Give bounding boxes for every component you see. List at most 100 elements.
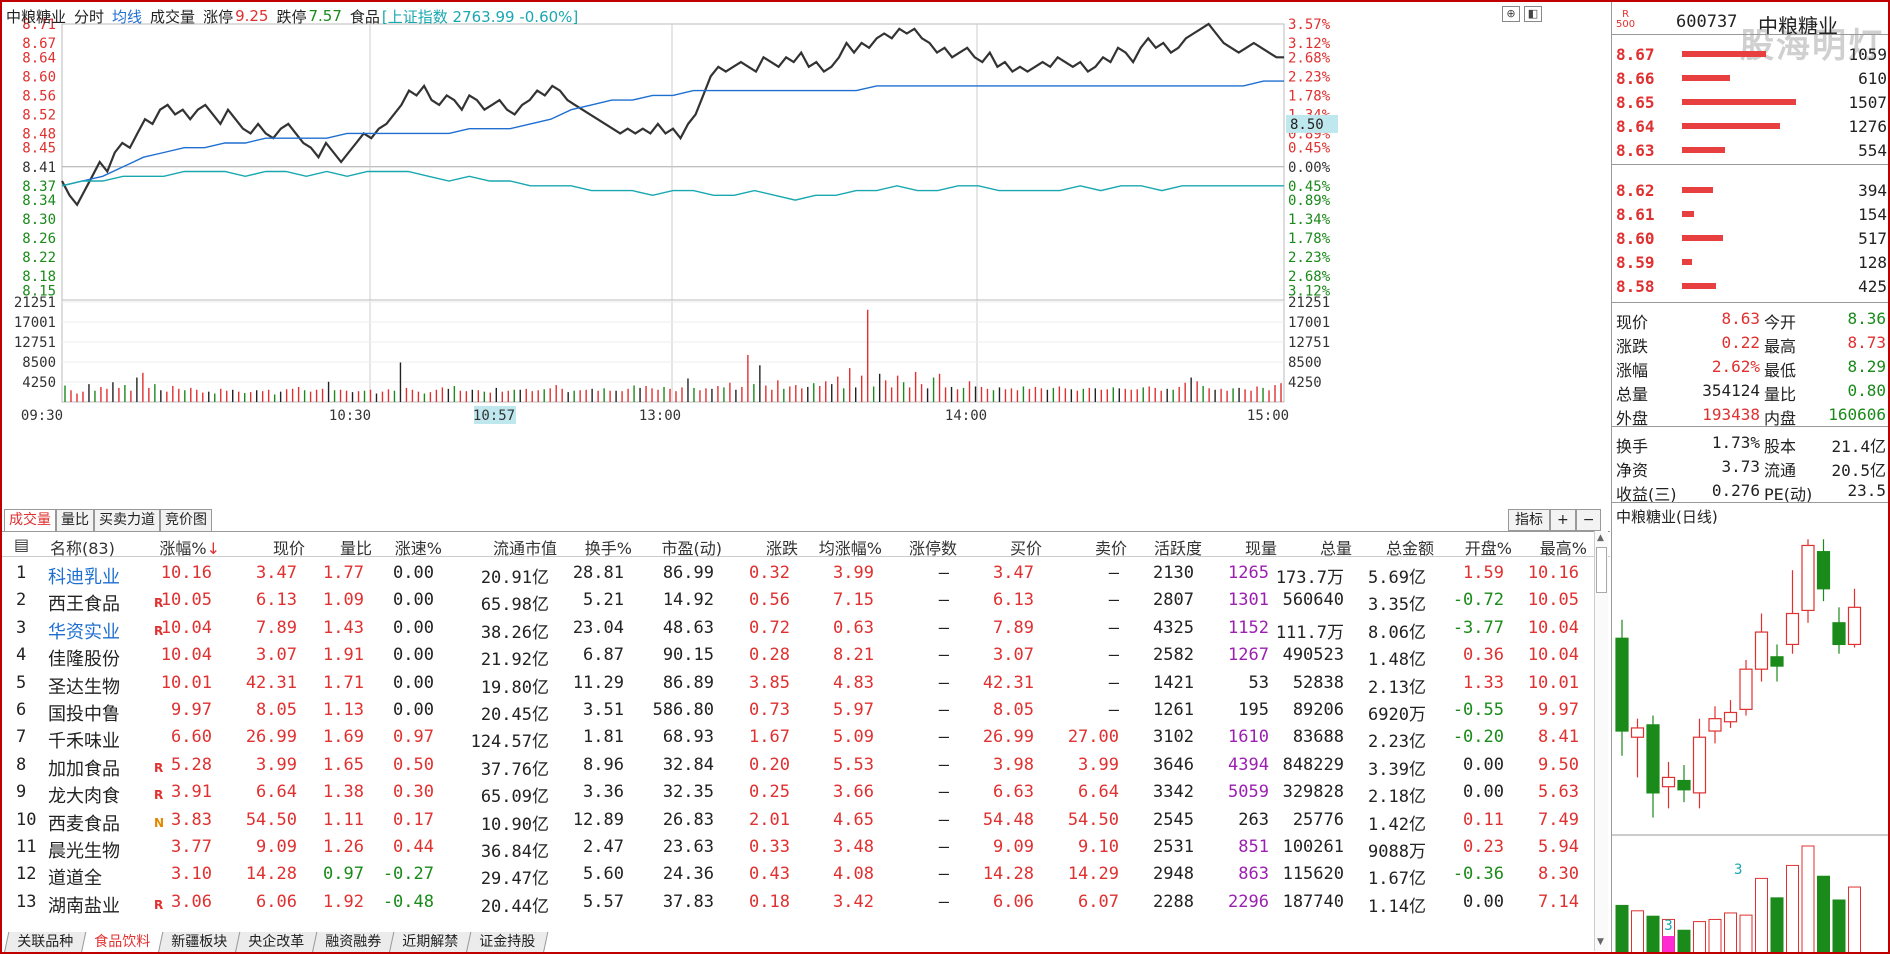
- column-header[interactable]: 开盘%: [1464, 539, 1512, 558]
- column-header[interactable]: 买价: [1009, 539, 1042, 558]
- sector-tab[interactable]: 食品饮料: [80, 932, 164, 952]
- table-row[interactable]: 3 华资实业 R 10.04 7.89 1.43 0.00 38.26亿 23.04 48.63 0…: [2, 614, 1602, 643]
- column-header[interactable]: 换手%: [584, 539, 632, 558]
- tab-junxian[interactable]: 均线: [112, 7, 143, 26]
- sector-tab[interactable]: 证金持股: [465, 932, 549, 952]
- table-row[interactable]: 5 圣达生物 10.01 42.31 1.71 0.00 19.80亿 11.29 86.89 3…: [2, 669, 1602, 698]
- sell-level-5[interactable]: 8.63 554: [1612, 138, 1888, 162]
- cell-amt: 3.39亿: [1368, 759, 1426, 780]
- cell-cur: 1267: [1228, 645, 1269, 666]
- cell-chg: 3.83: [171, 809, 212, 830]
- sector-tab[interactable]: 央企改革: [234, 932, 318, 952]
- scroll-down-icon[interactable]: ▼: [1597, 937, 1604, 947]
- table-row[interactable]: 11 晨光生物 3.77 9.09 1.26 0.44 36.84亿 2.47 23.63 0.3…: [2, 833, 1602, 862]
- sector-label[interactable]: 食品: [349, 7, 380, 26]
- intraday-chart[interactable]: 8.71 3.57% 8.67 3.12% 8.64 2.68% 8.60 2.23% 8.56…: [2, 2, 1610, 508]
- column-header-name[interactable]: 名称(83): [50, 539, 115, 558]
- divider: [1612, 164, 1888, 165]
- column-header[interactable]: 涨跌: [765, 539, 798, 558]
- buy-level-1[interactable]: 8.62 394: [1612, 178, 1888, 202]
- column-header[interactable]: 量比: [339, 539, 372, 558]
- tab-volume-ratio[interactable]: 量比: [56, 509, 94, 531]
- tab-buy-sell-force[interactable]: 买卖力道: [94, 509, 160, 531]
- sector-tab[interactable]: 新疆板块: [157, 932, 241, 952]
- candle-body: [1646, 724, 1660, 794]
- column-header[interactable]: 涨速%: [394, 539, 442, 558]
- kline-volume-bar: [1615, 904, 1629, 952]
- stat-value: 20.5亿: [1831, 461, 1886, 480]
- price-tick-label: 8.67: [22, 36, 56, 52]
- table-row[interactable]: 13 湖南盐业 R 3.06 6.06 1.92 -0.48 20.44亿 5.57 37.83 0…: [2, 888, 1602, 917]
- cell-tot: 25776: [1292, 809, 1344, 830]
- table-row[interactable]: 10 西麦食品 N 3.83 54.50 1.11 0.17 10.90亿 12.89 26.83…: [2, 806, 1602, 835]
- cell-zt: –: [938, 727, 949, 748]
- cell-buy: 7.89: [993, 617, 1034, 638]
- column-header[interactable]: 总金额: [1385, 539, 1434, 558]
- cell-mv: 65.98亿: [480, 595, 549, 616]
- plus-button[interactable]: +: [1550, 509, 1576, 531]
- sell-level-3[interactable]: 8.65 1507: [1612, 90, 1888, 114]
- table-row[interactable]: 9 龙大肉食 R 3.91 6.64 1.38 0.30 65.09亿 3.36 32.35 0.2…: [2, 778, 1602, 807]
- buy-level-5[interactable]: 8.58 425: [1612, 274, 1888, 298]
- column-header[interactable]: 市盈(动): [661, 539, 723, 558]
- chart-tools: ⊕ ◧: [1502, 6, 1542, 22]
- stock-name-cell: 道道全: [48, 868, 102, 890]
- cursor-price-box: [1286, 114, 1338, 133]
- sell-level-1[interactable]: 8.67 1059: [1612, 42, 1888, 66]
- level-volume-bar: [1682, 211, 1694, 217]
- cell-pe: 37.83: [662, 891, 714, 912]
- cell-zd: 0.33: [749, 837, 790, 857]
- vertical-scrollbar[interactable]: ▲ ▼: [1594, 531, 1608, 951]
- tab-volume[interactable]: 成交量: [150, 7, 196, 26]
- pct-tick-label: 3.12%: [1288, 36, 1331, 52]
- table-row[interactable]: 12 道道全 3.10 14.28 0.97 -0.27 29.47亿 5.60 24.36 0.…: [2, 860, 1602, 890]
- minus-button[interactable]: −: [1575, 509, 1602, 531]
- table-row[interactable]: 8 加加食品 R 5.28 3.99 1.65 0.50 37.76亿 8.96 32.84 0.2…: [2, 751, 1602, 780]
- table-row[interactable]: 1 科迪乳业 10.16 3.47 1.77 0.00 20.91亿 28.81 86.99 0.…: [2, 559, 1602, 588]
- cell-sp: 0.00: [393, 645, 434, 666]
- column-header[interactable]: 涨停数: [908, 539, 957, 558]
- buy-level-3[interactable]: 8.60 517: [1612, 226, 1888, 250]
- tab-volume-table[interactable]: 成交量: [4, 509, 56, 531]
- column-header[interactable]: 现量: [1244, 539, 1277, 558]
- scroll-up-icon[interactable]: ▲: [1597, 533, 1604, 543]
- table-row[interactable]: 7 千禾味业 6.60 26.99 1.69 0.97 124.57亿 1.81 68.93 1.…: [2, 723, 1602, 752]
- table-row[interactable]: 6 国投中鲁 9.97 8.05 1.13 0.00 20.45亿 3.51 586.80 0.7…: [2, 696, 1602, 725]
- level-volume-bar: [1682, 235, 1723, 241]
- column-header[interactable]: 最高%: [1539, 539, 1587, 558]
- tab-auction[interactable]: 竞价图: [160, 509, 212, 531]
- chart-header: 中粮糖业 分时 均线 成交量 涨停 9.25 跌停 7.57 食品 [上证指数 …: [6, 4, 578, 28]
- buy-level-4[interactable]: 8.59 128: [1612, 250, 1888, 274]
- daily-kline-chart[interactable]: 33: [1612, 530, 1890, 954]
- column-header[interactable]: 现价: [272, 539, 305, 558]
- price-tick-label: 8.56: [22, 88, 56, 104]
- sector-tab[interactable]: 近期解禁: [388, 932, 472, 952]
- table-row[interactable]: 4 佳隆股份 10.04 3.07 1.91 0.00 21.92亿 6.87 90.15 0.2…: [2, 641, 1602, 670]
- window-toggle-icon[interactable]: ◧: [1524, 6, 1542, 22]
- add-icon[interactable]: ⊕: [1502, 6, 1520, 22]
- column-header[interactable]: 活跃度: [1153, 539, 1202, 558]
- column-header[interactable]: 流通市值: [492, 539, 557, 558]
- scroll-thumb[interactable]: [1596, 547, 1607, 593]
- buy-level-2[interactable]: 8.61 154: [1612, 202, 1888, 226]
- column-header[interactable]: 均涨幅%: [818, 539, 882, 558]
- limit-down-label: 跌停: [276, 7, 307, 26]
- sell-level-2[interactable]: 8.66 610: [1612, 66, 1888, 90]
- index-quote[interactable]: [上证指数 2763.99 -0.60%]: [381, 7, 579, 26]
- cell-avg: 4.65: [833, 809, 874, 830]
- table-row[interactable]: 2 西王食品 R 10.05 6.13 1.09 0.00 65.98亿 5.21 14.92 0.…: [2, 586, 1602, 616]
- sector-tab[interactable]: 融资融券: [311, 932, 395, 952]
- column-header[interactable]: 涨幅%↓: [159, 539, 220, 558]
- divider: [1612, 302, 1888, 303]
- volume-tick-label: 21251: [14, 295, 56, 311]
- table-menu-icon[interactable]: ▤: [14, 535, 30, 554]
- sector-tab[interactable]: 关联品种: [3, 932, 87, 952]
- candle-body: [1739, 668, 1753, 710]
- column-header[interactable]: 总量: [1319, 539, 1352, 558]
- sell-level-4[interactable]: 8.64 1276: [1612, 114, 1888, 138]
- level-volume: 1059: [1848, 45, 1887, 64]
- cell-sell: –: [1108, 672, 1119, 693]
- tab-fenshi[interactable]: 分时: [74, 7, 105, 26]
- indicator-button[interactable]: 指标: [1508, 509, 1550, 531]
- column-header[interactable]: 卖价: [1094, 539, 1127, 558]
